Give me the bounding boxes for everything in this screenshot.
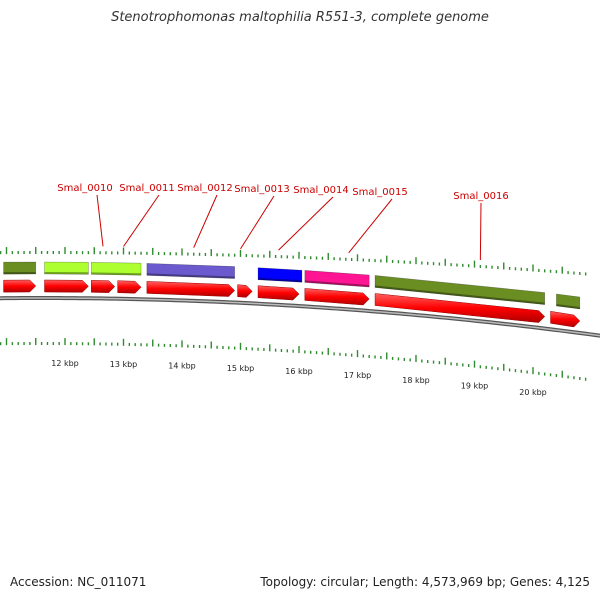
kbp-label: 14 kbp	[168, 361, 196, 370]
gene-label: Smal_0013	[234, 184, 289, 195]
feature-block	[146, 263, 235, 279]
cds-arrow	[117, 280, 142, 294]
gene-leader	[123, 194, 160, 247]
feature-block	[44, 261, 89, 275]
gene-label: Smal_0011	[119, 183, 174, 194]
gene-leader	[278, 196, 334, 251]
cds-arrow	[304, 288, 370, 306]
kbp-label: 12 kbp	[51, 359, 79, 368]
gene-leader	[348, 198, 393, 254]
cds-arrow	[550, 310, 581, 328]
gene-label: Smal_0015	[352, 187, 407, 198]
feature-block-shade	[44, 272, 89, 275]
kbp-label: 13 kbp	[110, 360, 138, 369]
gene-label: Smal_0016	[453, 191, 508, 202]
feature-block-shade	[304, 280, 370, 288]
map-title: Stenotrophomonas maltophilia R551-3, com…	[111, 10, 489, 25]
gene-label: Smal_0010	[57, 183, 112, 194]
cds-arrow	[237, 284, 253, 298]
accession: Accession: NC_011071	[10, 575, 147, 589]
gene-leader	[193, 194, 218, 248]
kbp-label: 19 kbp	[461, 382, 489, 391]
genome-summary: Topology: circular; Length: 4,573,969 bp…	[260, 575, 590, 589]
feature-block	[257, 267, 303, 283]
feature-block-shade	[258, 277, 302, 283]
cds-arrow	[91, 280, 116, 293]
gene-leader	[479, 202, 482, 260]
cds-arrow	[146, 281, 236, 297]
feature-block-shade	[556, 304, 580, 309]
cds-arrow	[44, 279, 89, 293]
gene-leader	[96, 194, 104, 247]
kbp-label: 15 kbp	[227, 364, 255, 373]
feature-block-shade	[375, 285, 545, 305]
feature-block	[91, 262, 142, 276]
cds-arrow	[3, 279, 37, 293]
cds-arrow	[374, 293, 546, 323]
feature-block	[556, 293, 581, 310]
feature-block	[374, 275, 545, 305]
kbp-label: 18 kbp	[402, 376, 430, 385]
feature-block	[304, 270, 370, 288]
gene-labels: Smal_0010 Smal_0011 Smal_0012 Smal_0013 Smal…	[57, 183, 509, 260]
feature-block-shade	[3, 272, 36, 275]
backbone-highlight	[0, 297, 600, 337]
kbp-label: 16 kbp	[285, 367, 313, 376]
backbone	[0, 296, 600, 338]
tick-marks	[0, 247, 587, 381]
gene-label: Smal_0014	[293, 185, 348, 196]
kbp-label: 17 kbp	[344, 371, 372, 380]
cds-arrow	[257, 285, 300, 301]
feature-block-shade	[146, 273, 235, 279]
gene-leader	[240, 195, 275, 250]
feature-block-shade	[91, 272, 142, 276]
kbp-labels: 12 kbp 13 kbp 14 kbp 15 kbp 16 kbp 17 kbp 18 k…	[51, 359, 547, 397]
cds-track	[3, 279, 581, 328]
feature-block	[3, 261, 37, 275]
feature-track	[3, 261, 581, 310]
gene-label: Smal_0012	[177, 183, 232, 194]
kbp-label: 20 kbp	[519, 388, 547, 397]
